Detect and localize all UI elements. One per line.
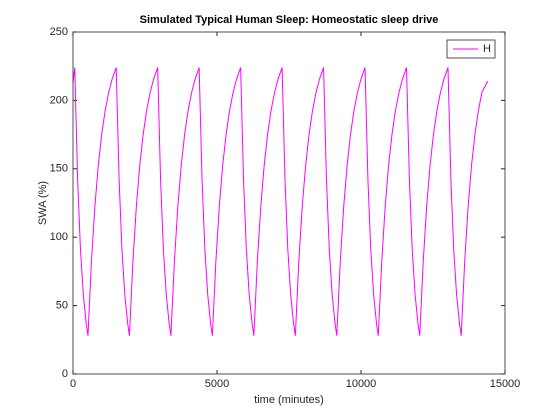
y-tick-label: 50 (56, 300, 68, 312)
chart-title: Simulated Typical Human Sleep: Homeostat… (140, 14, 439, 26)
y-tick-label: 250 (50, 26, 68, 38)
y-tick-label: 100 (50, 231, 68, 243)
line (72, 67, 489, 336)
y-tick-label: 200 (50, 94, 68, 106)
legend-label: H (483, 43, 491, 55)
y-axis-label: SWA (%) (37, 181, 49, 225)
axes-box (72, 31, 506, 375)
y-tick-label: 0 (62, 368, 68, 380)
x-axis-label: time (minutes) (254, 394, 324, 406)
x-tick-label: 5000 (205, 378, 229, 390)
x-tick-label: 10000 (346, 378, 377, 390)
x-tick-label: 15000 (490, 378, 521, 390)
plot-area (73, 32, 505, 374)
x-tick-label: 0 (70, 378, 76, 390)
y-tick-label: 150 (50, 163, 68, 175)
